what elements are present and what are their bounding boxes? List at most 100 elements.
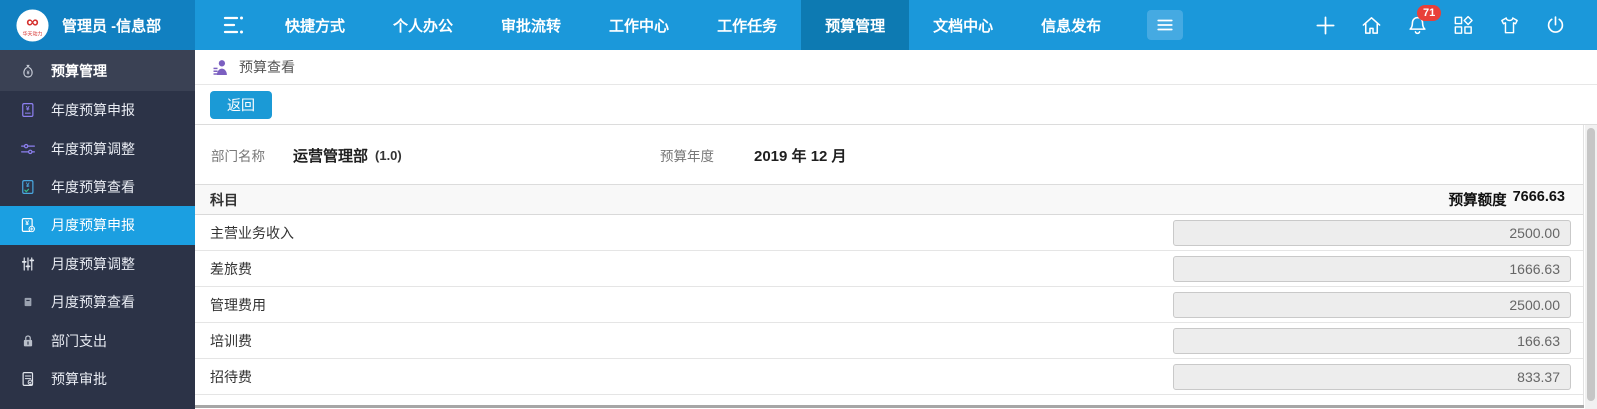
nav-item-label: 工作中心 (609, 17, 670, 35)
person-list-icon (210, 57, 231, 78)
topbar-nav-item[interactable]: 工作任务 (693, 0, 801, 50)
subject-name: 差旅费 (210, 260, 252, 277)
action-logout[interactable] (1544, 14, 1567, 37)
sidebar-item-label: 年度预算查看 (51, 178, 135, 195)
svg-text:∞: ∞ (26, 11, 38, 31)
action-home[interactable] (1360, 14, 1383, 37)
doc-yen-white-icon: ¥ (19, 216, 37, 234)
table-row: 招待费 (195, 359, 1583, 395)
svg-text:¥: ¥ (26, 70, 30, 76)
nav-item-label: 个人办公 (393, 17, 454, 35)
department-label: 部门名称 (211, 149, 265, 164)
doc-approve-icon (19, 370, 37, 388)
subject-name: 培训费 (210, 332, 252, 349)
main-content: 预算查看 返回 部门名称 运营管理部 (1.0) 预算年度 2019 年 12 … (195, 50, 1597, 409)
bottom-divider (195, 405, 1584, 408)
svg-text:¥: ¥ (25, 221, 29, 228)
sidebar-item-label: 年度预算调整 (51, 140, 135, 157)
topbar-nav-item[interactable]: 个人办公 (369, 0, 477, 50)
department-version: (1.0) (375, 147, 402, 163)
scrollbar-thumb[interactable] (1587, 128, 1595, 401)
topbar-nav-item[interactable]: 信息发布 (1017, 0, 1125, 50)
notification-badge: 71 (1417, 4, 1442, 21)
sidebar: ¥ 预算管理 ¥ 年度预算申报 年度预算调整 ¥ 年度预算查看 ¥ 月度预算申报… (0, 50, 195, 409)
back-button[interactable]: 返回 (210, 90, 272, 119)
action-theme[interactable] (1498, 14, 1521, 37)
sidebar-item[interactable]: 部门支出 (0, 321, 195, 359)
table-row: 管理费用 (195, 287, 1583, 323)
mini-square-icon (19, 293, 37, 311)
action-apps[interactable] (1452, 14, 1475, 37)
topbar-nav-item[interactable]: 工作中心 (585, 0, 693, 50)
subject-name: 主营业务收入 (210, 224, 294, 241)
sidebar-item-label: 月度预算申报 (51, 217, 135, 234)
topbar: ∞ 华天动力 管理员 -信息部 快捷方式 个人办公 审批流转 工作中心 工作任务 … (0, 0, 1597, 50)
doc-yen-blue-icon: ¥ (19, 178, 37, 196)
sidebar-item[interactable]: ¥ 年度预算申报 (0, 91, 195, 129)
nav-item-label: 快捷方式 (285, 17, 346, 35)
sidebar-item-label: 月度预算查看 (51, 294, 135, 311)
main-nav: 快捷方式 个人办公 审批流转 工作中心 工作任务 预算管理 文档中心 信息发布 (261, 0, 1125, 50)
table-row: 主营业务收入 (195, 215, 1583, 251)
topbar-nav-item[interactable]: 快捷方式 (261, 0, 369, 50)
sidebar-item[interactable]: 预算审批 (0, 360, 195, 398)
department-field: 部门名称 运营管理部 (1.0) (211, 125, 402, 185)
sidebar-header-budget-management[interactable]: ¥ 预算管理 (0, 50, 195, 91)
tune-vertical-icon (19, 255, 37, 273)
nav-item-label: 信息发布 (1041, 17, 1102, 35)
budget-amount-input[interactable] (1173, 291, 1571, 318)
huatian-logo-icon: ∞ 华天动力 (15, 8, 50, 43)
topbar-nav-item[interactable]: 文档中心 (909, 0, 1017, 50)
page-title: 预算查看 (239, 59, 295, 75)
table-row: 差旅费 (195, 251, 1583, 287)
budget-amount-input[interactable] (1173, 363, 1571, 390)
subject-name: 管理费用 (210, 296, 266, 313)
tune-horizontal-icon (19, 140, 37, 158)
padlock-icon (19, 332, 37, 350)
topbar-nav-item[interactable]: 审批流转 (477, 0, 585, 50)
topbar-actions: 71 (1314, 0, 1597, 50)
nav-more-button[interactable] (1147, 10, 1184, 40)
breadcrumb: 预算查看 (195, 50, 1597, 85)
sidebar-item-label: 部门支出 (51, 332, 107, 349)
budget-year-field: 预算年度 2019 年 12 月 (660, 125, 847, 185)
menu-collapse-icon[interactable] (221, 13, 247, 37)
moneybag-icon: ¥ (19, 62, 37, 80)
table-header: 科目 预算额度 7666.63 (195, 185, 1583, 215)
sidebar-item[interactable]: 月度预算调整 (0, 245, 195, 283)
tshirt-icon (1498, 14, 1521, 37)
sidebar-item[interactable]: 月度预算查看 (0, 283, 195, 321)
sidebar-header-label: 预算管理 (51, 62, 107, 79)
doc-yen-purple-icon: ¥ (19, 101, 37, 119)
table-row-partial (195, 395, 1583, 405)
budget-amount-input[interactable] (1173, 327, 1571, 354)
budget-amount-input[interactable] (1173, 219, 1571, 246)
nav-item-label: 文档中心 (933, 17, 994, 35)
quota-total-value: 7666.63 (1512, 189, 1565, 205)
toolbar: 返回 (195, 85, 1597, 125)
action-notifications[interactable]: 71 (1406, 4, 1442, 37)
current-user-label: 管理员 -信息部 (62, 17, 162, 35)
sidebar-item[interactable]: 年度预算调整 (0, 129, 195, 167)
budget-amount-input[interactable] (1173, 255, 1571, 282)
subject-name: 招待费 (210, 368, 252, 385)
table-row: 培训费 (195, 323, 1583, 359)
nav-item-label: 审批流转 (501, 17, 562, 35)
nav-item-label: 预算管理 (825, 17, 886, 35)
apps-grid-icon (1452, 14, 1475, 37)
svg-text:华天动力: 华天动力 (23, 30, 43, 37)
plus-icon (1314, 14, 1337, 37)
sidebar-item-label: 月度预算调整 (51, 255, 135, 272)
svg-text:¥: ¥ (26, 106, 30, 113)
power-icon (1544, 14, 1567, 37)
sidebar-item[interactable]: ¥ 月度预算申报 (0, 206, 195, 245)
brand: ∞ 华天动力 管理员 -信息部 (0, 0, 195, 50)
vertical-scrollbar[interactable] (1585, 125, 1597, 409)
topbar-nav-item[interactable]: 预算管理 (801, 0, 910, 50)
action-add[interactable] (1314, 14, 1337, 37)
quota-label: 预算额度 (1448, 193, 1507, 209)
svg-text:¥: ¥ (26, 182, 30, 189)
subject-column-header: 科目 (210, 191, 238, 208)
sidebar-item-label: 预算审批 (51, 370, 107, 387)
sidebar-item[interactable]: ¥ 年度预算查看 (0, 168, 195, 206)
